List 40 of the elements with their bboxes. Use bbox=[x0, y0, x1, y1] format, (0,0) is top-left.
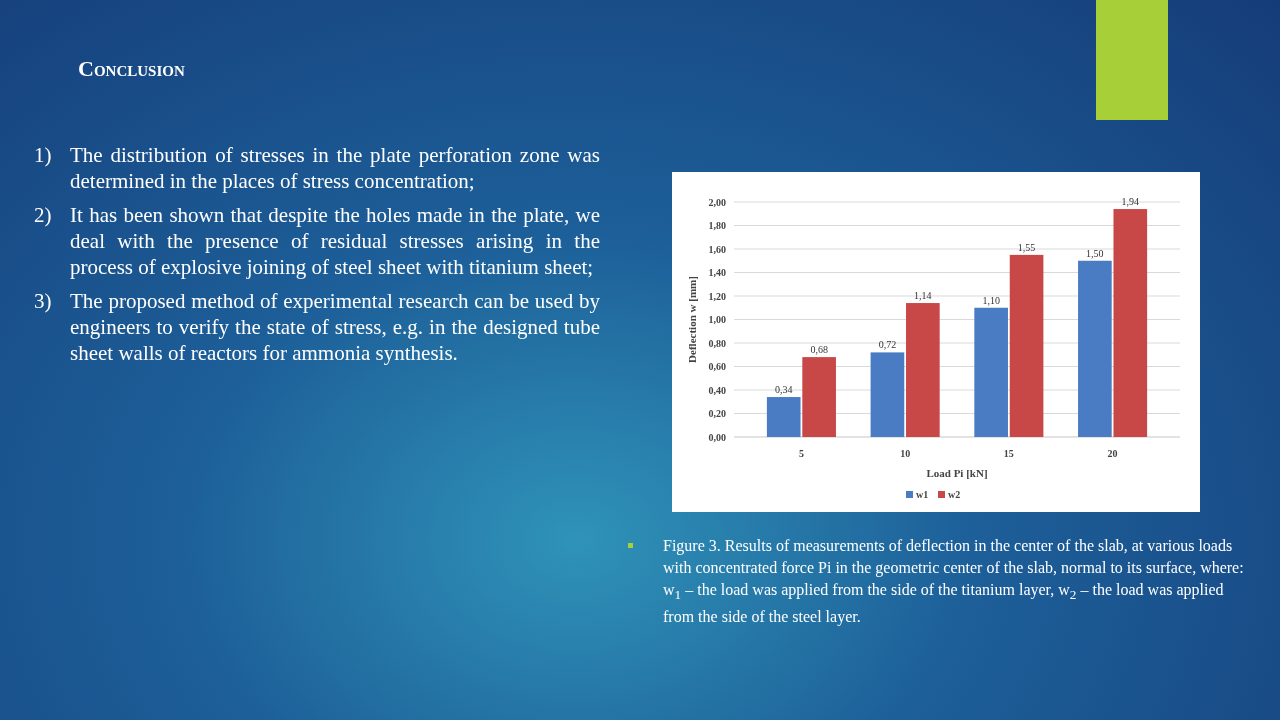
bar bbox=[1078, 260, 1112, 437]
text: Figure 3. Results of measurements of deflection in the center of the slab, at various loads with concentrated force Pi in the geometric center of the slab, normal to its surface, where: w$_{1}$ – the load was applied from the side of the titanium layer, w$_{2}$ – the load was applied from the side of the steel layer. bbox=[663, 537, 1244, 626]
bar bbox=[906, 303, 940, 437]
data-label: 1,14 bbox=[914, 290, 932, 302]
bar bbox=[802, 357, 836, 437]
y-tick-label: 1,00 bbox=[708, 314, 726, 325]
data-label: 1,55 bbox=[1017, 241, 1036, 253]
bar bbox=[870, 352, 905, 437]
x-tick-label: 10 bbox=[900, 448, 911, 459]
y-tick-label: 1,40 bbox=[708, 267, 726, 278]
text: 1) The distribution of stresses in the plate perforation zone was determined in the places of stress concentration; bbox=[34, 142, 600, 194]
text: 2) It has been shown that despite the holes made in the plate, we deal with the presence of residual stresses arising in the process of explosive joining of steel sheet with titanium sheet; bbox=[34, 202, 600, 280]
y-tick-label: 0,00 bbox=[708, 431, 726, 443]
y-tick-label: 0,60 bbox=[708, 361, 726, 372]
y-tick-label: 2,00 bbox=[708, 196, 726, 208]
text: 3) The proposed method of experimental research can be used by engineers to verify the state of stress, e.g. in the designed tube sheet walls of reactors for ammonia synthesis. bbox=[34, 288, 600, 366]
y-tick-label: 1,20 bbox=[708, 290, 726, 302]
data-label: 0,68 bbox=[810, 344, 828, 356]
x-tick-label: 15 bbox=[1003, 448, 1014, 459]
y-tick-label: 0,40 bbox=[708, 384, 726, 396]
y-tick-label: 0,80 bbox=[708, 337, 726, 349]
data-label: 0,72 bbox=[878, 339, 897, 351]
data-label: 0,34 bbox=[774, 384, 793, 396]
y-axis-title: Deflection w [mm] bbox=[686, 276, 698, 363]
bar bbox=[1009, 254, 1044, 437]
x-tick-label: 5 bbox=[798, 448, 804, 459]
bar bbox=[766, 397, 801, 437]
bar bbox=[974, 307, 1008, 437]
y-tick-label: 0,20 bbox=[708, 408, 726, 419]
data-label: 1,10 bbox=[982, 294, 1000, 306]
legend-label: w1 bbox=[916, 489, 929, 500]
text: Conclusion bbox=[78, 56, 185, 82]
data-label: 1,50 bbox=[1086, 247, 1104, 259]
x-tick-label: 20 bbox=[1107, 448, 1118, 459]
data-label: 1,94 bbox=[1121, 196, 1140, 208]
x-axis-title: Load Pi [kN] bbox=[926, 467, 988, 479]
y-tick-label: 1,80 bbox=[708, 220, 726, 231]
legend-label: w2 bbox=[948, 489, 961, 500]
y-tick-label: 1,60 bbox=[708, 243, 726, 255]
bar bbox=[1113, 209, 1148, 437]
